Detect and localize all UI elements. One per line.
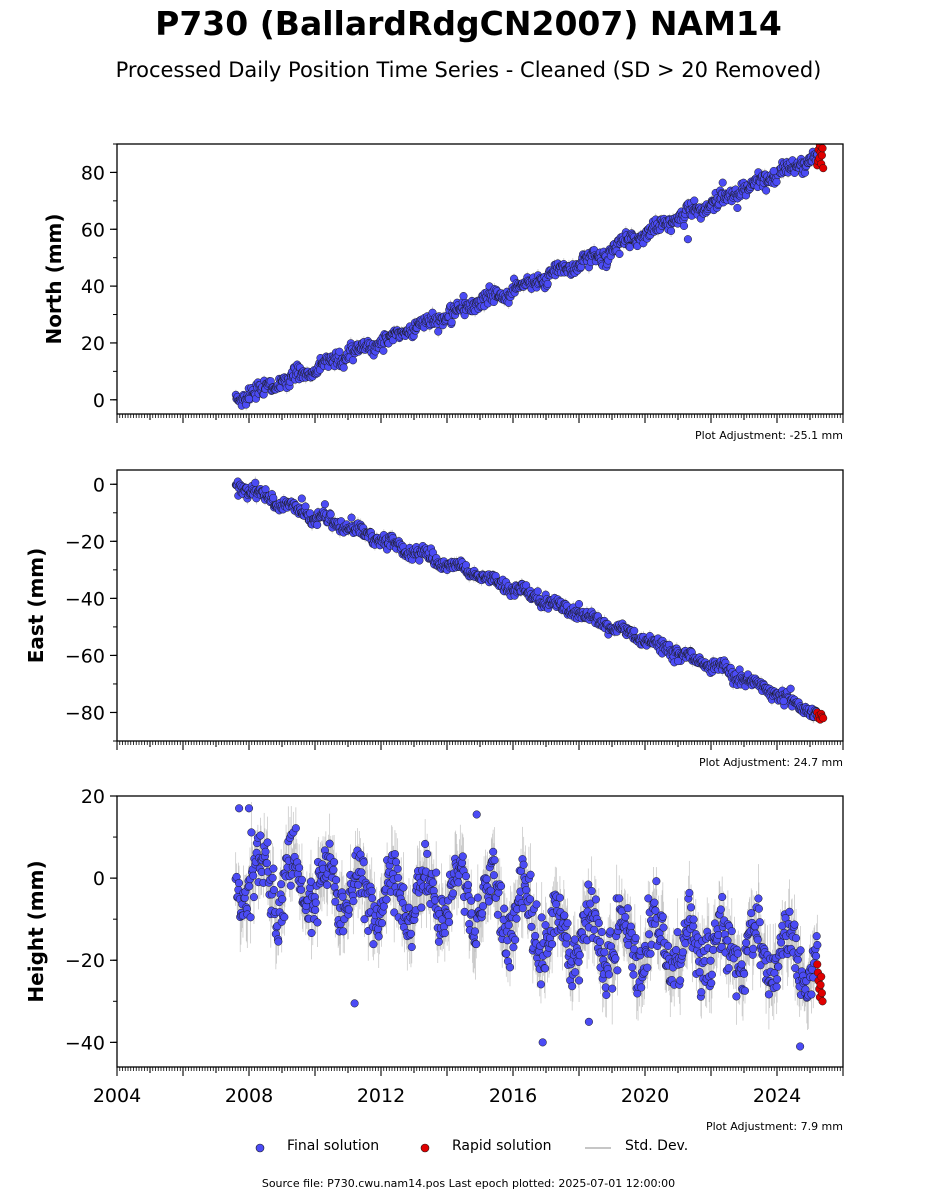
east-final-point xyxy=(326,510,335,519)
north-frame xyxy=(116,143,844,415)
north-ylabel: North (mm) xyxy=(42,213,66,344)
north-final-point xyxy=(615,249,624,259)
east-final-point xyxy=(347,513,356,522)
north-final-point xyxy=(769,166,778,176)
panel-east: 0 −20 −40 −60 −80 East (mm) Plot Adjustment: 2… xyxy=(24,469,844,769)
chart-subtitle: Processed Daily Position Time Series - C… xyxy=(115,58,822,82)
north-rapid-point xyxy=(817,151,826,160)
east-rapid-point xyxy=(819,714,828,723)
east-ytick-label: 0 xyxy=(93,474,105,496)
north-final-point xyxy=(244,394,254,403)
north-final-point xyxy=(348,356,358,365)
east-final-point xyxy=(297,494,306,503)
north-final-point xyxy=(459,292,468,301)
east-final-points xyxy=(231,477,822,722)
north-final-point xyxy=(762,186,771,195)
panel-north: 0 20 40 60 80 North (mm) Plot Adjustment: -25.… xyxy=(42,143,844,442)
north-final-point xyxy=(718,178,727,187)
north-final-point xyxy=(683,235,692,244)
north-final-point xyxy=(434,327,443,336)
east-final-point xyxy=(786,684,795,693)
north-ytick-label: 20 xyxy=(81,333,105,355)
north-final-points xyxy=(231,147,822,410)
east-final-point xyxy=(251,478,260,487)
north-ytick-label: 80 xyxy=(81,162,105,184)
east-ytick-label: −20 xyxy=(65,531,105,553)
north-rapid-points xyxy=(813,144,828,173)
north-ytick-label: 0 xyxy=(93,390,105,412)
north-final-point xyxy=(667,226,676,236)
north-plot-adjustment: Plot Adjustment: -25.1 mm xyxy=(695,429,843,442)
east-final-point xyxy=(313,520,322,529)
east-final-point xyxy=(673,657,683,666)
north-rapid-point xyxy=(819,164,828,173)
chart-title: P730 (BallardRdgCN2007) NAM14 xyxy=(155,4,782,43)
north-final-point xyxy=(543,279,552,288)
north-rapid-point xyxy=(818,144,827,153)
north-final-point xyxy=(447,318,456,327)
east-ylabel: East (mm) xyxy=(24,548,48,664)
east-final-point xyxy=(779,697,788,706)
north-final-point xyxy=(379,346,388,355)
east-ytick-label: −80 xyxy=(65,702,105,724)
east-final-point xyxy=(533,587,542,596)
east-final-point xyxy=(320,500,329,509)
north-final-point xyxy=(679,221,689,230)
east-plot-adjustment: Plot Adjustment: 24.7 mm xyxy=(699,756,843,769)
north-final-point xyxy=(772,177,781,186)
north-ytick-label: 60 xyxy=(81,219,105,241)
east-final-point xyxy=(269,493,278,503)
north-final-point xyxy=(339,363,348,372)
east-rapid-points xyxy=(813,708,828,724)
north-final-point xyxy=(733,203,742,212)
east-ytick-label: −60 xyxy=(65,645,105,667)
east-final-point xyxy=(415,556,424,565)
east-frame xyxy=(116,469,844,742)
east-ytick-label: −40 xyxy=(65,588,105,610)
north-final-point xyxy=(690,196,699,205)
east-final-point xyxy=(574,600,584,609)
north-final-point xyxy=(335,347,344,356)
north-ytick-label: 40 xyxy=(81,276,105,298)
east-final-point xyxy=(630,626,639,635)
